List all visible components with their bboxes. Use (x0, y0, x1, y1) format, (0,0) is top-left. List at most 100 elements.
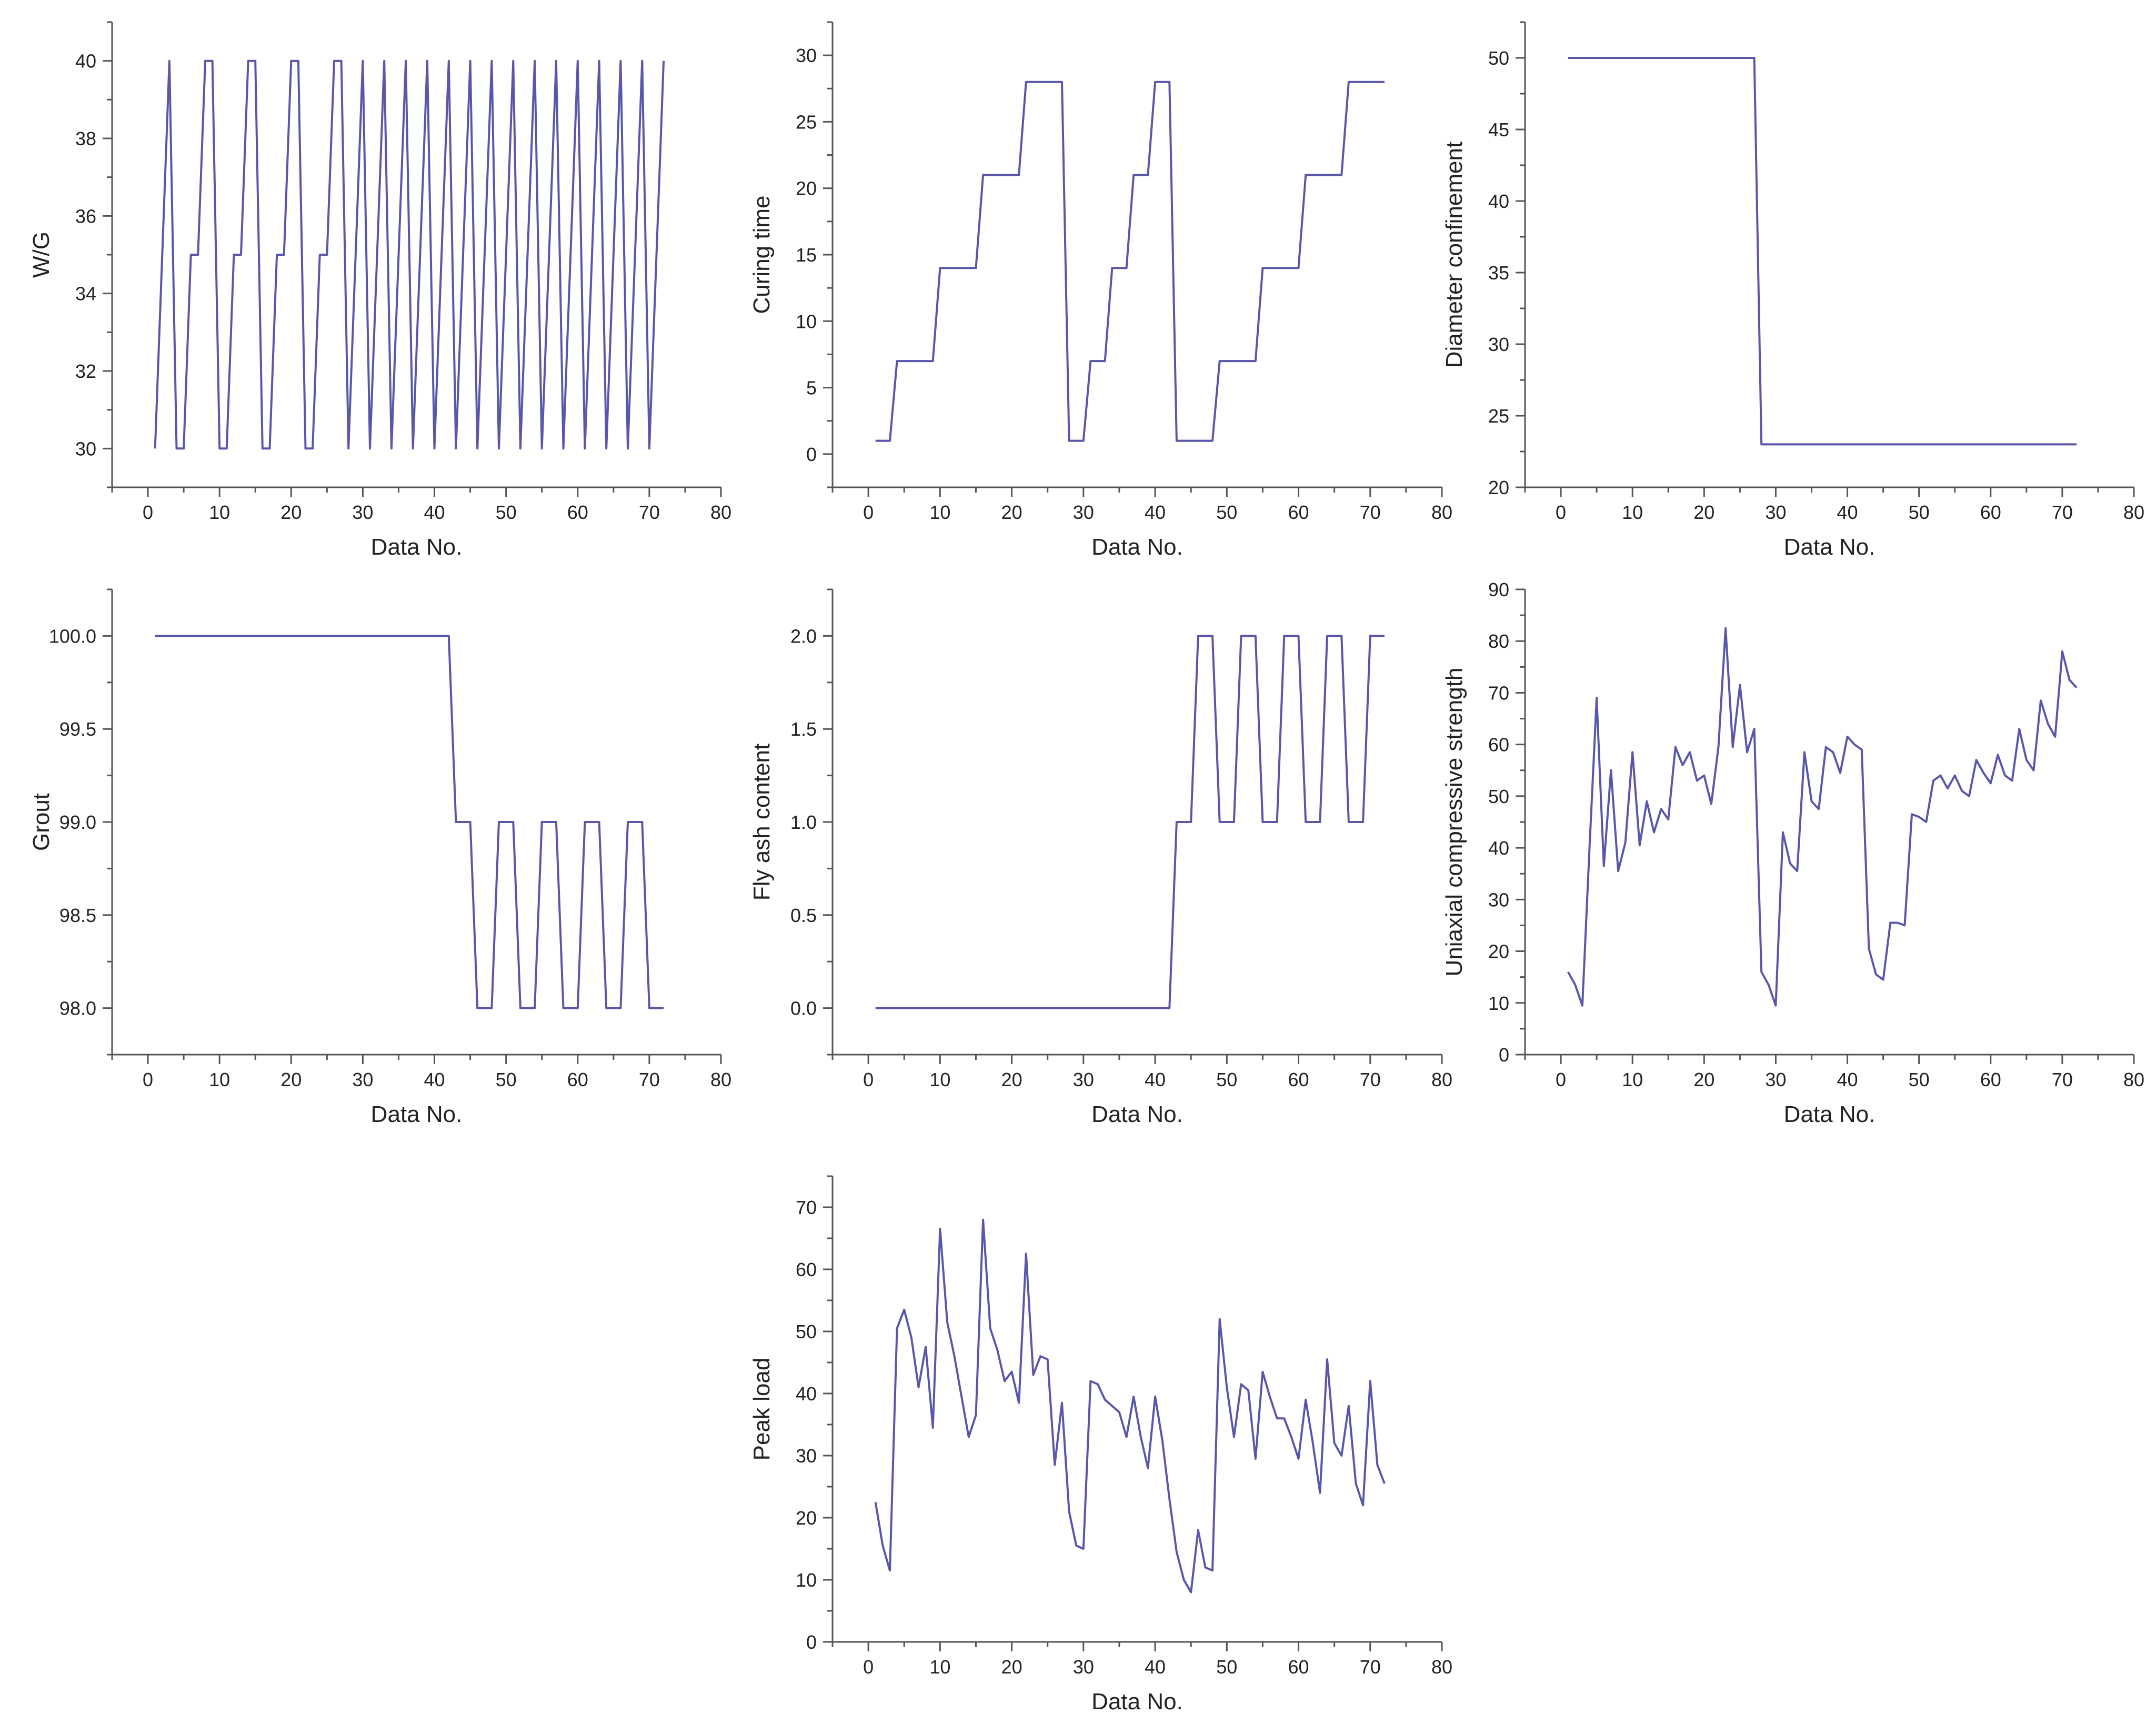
y-tick-label: 30 (796, 45, 817, 66)
y-tick-label: 20 (796, 178, 817, 199)
y-tick-label: 30 (1488, 889, 1509, 910)
x-tick-label: 30 (1073, 1656, 1094, 1678)
series-line (155, 635, 664, 1009)
x-tick-label: 30 (1073, 502, 1094, 523)
x-tick-label: 20 (280, 1069, 302, 1090)
y-tick-label: 32 (75, 360, 96, 382)
chart-panel-5: 0 10 20 30 40 50 60 70 80 0.0 0.5 1.0 1.5 2.0 Data No.… (749, 588, 1452, 1127)
series-line (875, 635, 1385, 1009)
x-tick-label: 0 (143, 1069, 153, 1090)
y-tick-label: 1.0 (790, 811, 817, 833)
y-tick-label: 25 (796, 111, 817, 133)
y-tick-label: 36 (75, 205, 96, 227)
y-tick-label: 30 (796, 1445, 817, 1467)
y-tick-label: 100.0 (49, 625, 96, 647)
y-tick-label: 2.0 (790, 625, 817, 647)
x-tick-label: 0 (143, 502, 153, 523)
x-axis-label: Data No. (1784, 1101, 1876, 1127)
chart-panel-3: 0 10 20 30 40 50 60 70 80 20 25 30 35 40 45 50 Data No. D… (1441, 21, 2144, 560)
x-axis-label: Data No. (1784, 534, 1876, 560)
x-tick-label: 60 (567, 1069, 588, 1090)
x-tick-label: 60 (1288, 502, 1309, 523)
x-tick-label: 0 (1556, 1069, 1566, 1090)
y-tick-label: 99.0 (59, 811, 96, 833)
x-tick-label: 70 (1360, 1656, 1381, 1678)
x-axis-label: Data No. (371, 534, 463, 560)
x-tick-label: 40 (1837, 502, 1858, 523)
x-tick-label: 60 (567, 502, 588, 523)
y-tick-label: 40 (1488, 191, 1509, 212)
chart-panel-7: 0 10 20 30 40 50 60 70 80 0 10 20 30 40 50 60 70 Data No.… (749, 1175, 1452, 1715)
x-tick-label: 70 (1360, 502, 1381, 523)
x-tick-label: 30 (1073, 1069, 1094, 1090)
series-line (1567, 627, 2078, 1007)
y-tick-label: 34 (75, 283, 96, 305)
x-tick-label: 60 (1288, 1656, 1309, 1678)
x-tick-label: 10 (1622, 502, 1643, 523)
x-tick-label: 10 (209, 1069, 230, 1090)
series-line (154, 59, 665, 450)
y-tick-label: 10 (1488, 993, 1509, 1014)
y-tick-label: 20 (796, 1507, 817, 1529)
y-tick-label: 50 (1488, 47, 1509, 69)
x-tick-label: 80 (710, 502, 731, 523)
x-tick-label: 30 (1765, 502, 1786, 523)
y-tick-label: 50 (796, 1321, 817, 1342)
x-tick-label: 50 (1909, 1069, 1930, 1090)
x-tick-label: 0 (1556, 502, 1566, 523)
x-tick-label: 30 (1765, 1069, 1786, 1090)
x-tick-label: 20 (1001, 1656, 1022, 1678)
y-tick-label: 20 (1488, 477, 1509, 498)
x-tick-label: 70 (2052, 1069, 2073, 1090)
y-tick-label: 0.0 (790, 998, 817, 1019)
x-tick-label: 70 (2052, 502, 2073, 523)
x-tick-label: 40 (424, 502, 445, 523)
y-tick-label: 40 (75, 51, 96, 72)
x-tick-label: 80 (1431, 1656, 1452, 1678)
x-tick-label: 40 (1145, 1069, 1166, 1090)
y-tick-label: 15 (796, 244, 817, 266)
x-tick-label: 30 (352, 502, 373, 523)
x-tick-label: 20 (280, 502, 302, 523)
y-tick-label: 5 (806, 377, 817, 399)
y-tick-label: 10 (796, 310, 817, 332)
y-tick-label: 30 (75, 438, 96, 459)
y-axis-label: Grout (28, 793, 54, 851)
y-tick-label: 70 (1488, 682, 1509, 704)
y-tick-label: 98.0 (59, 998, 96, 1019)
x-tick-label: 80 (2123, 1069, 2144, 1090)
x-tick-label: 20 (1001, 502, 1022, 523)
chart-panel-4: 0 10 20 30 40 50 60 70 80 98.0 98.5 99.0 99.5 100.0 Da… (28, 588, 731, 1127)
y-tick-label: 80 (1488, 630, 1509, 652)
x-tick-label: 10 (929, 1656, 950, 1678)
series-line (1568, 57, 2077, 446)
chart-panel-2: 0 10 20 30 40 50 60 70 80 0 5 10 15 20 25 30 Data No. Cur… (749, 21, 1452, 560)
x-axis-label: Data No. (371, 1101, 463, 1127)
x-tick-label: 80 (2123, 502, 2144, 523)
x-tick-label: 40 (1145, 502, 1166, 523)
x-tick-label: 40 (1145, 1656, 1166, 1678)
x-tick-label: 60 (1980, 1069, 2001, 1090)
y-axis-label: Diameter confinement (1441, 142, 1467, 368)
x-tick-label: 70 (639, 1069, 660, 1090)
y-axis-label: Fly ash content (749, 744, 775, 900)
y-tick-label: 50 (1488, 786, 1509, 807)
x-tick-label: 50 (496, 1069, 517, 1090)
series-line (874, 1218, 1386, 1593)
y-tick-label: 38 (75, 128, 96, 149)
x-tick-label: 0 (863, 502, 874, 523)
x-tick-label: 40 (1837, 1069, 1858, 1090)
series-line (875, 81, 1385, 442)
y-axis-label: Peak load (749, 1358, 775, 1461)
y-tick-label: 70 (796, 1197, 817, 1218)
y-tick-label: 1.5 (790, 718, 817, 740)
x-tick-label: 50 (496, 502, 517, 523)
y-axis-label: Uniaxial compressive strength (1441, 668, 1467, 977)
y-tick-label: 99.5 (59, 718, 96, 740)
y-tick-label: 40 (1488, 837, 1509, 859)
y-tick-label: 45 (1488, 119, 1509, 141)
y-tick-label: 35 (1488, 262, 1509, 284)
x-tick-label: 50 (1216, 1656, 1237, 1678)
y-tick-label: 0 (806, 444, 817, 465)
